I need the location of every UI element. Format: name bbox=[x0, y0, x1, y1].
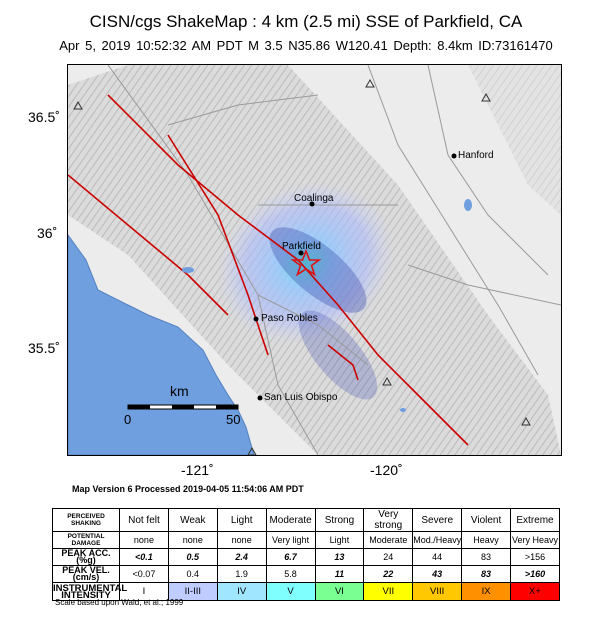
map-graphic bbox=[68, 65, 561, 455]
shaking-cell: Weak bbox=[167, 508, 218, 532]
shaking-cell: Not felt bbox=[119, 508, 169, 532]
legend-row-shaking: PERCEIVED SHAKING Not felt Weak Light Mo… bbox=[52, 508, 560, 532]
vel-cell: >160 bbox=[510, 565, 560, 583]
epicenter-star-icon bbox=[290, 248, 322, 277]
legend-row-intensity: INSTRUMENTAL INTENSITY I II-III IV V VI … bbox=[52, 582, 560, 601]
city-dot-parkfield bbox=[298, 250, 304, 256]
lat-label-36: 36˚ bbox=[37, 225, 58, 241]
acc-cell: 83 bbox=[461, 548, 511, 566]
city-label-paso-robles: Paso Robles bbox=[261, 313, 318, 324]
lakes bbox=[182, 199, 472, 412]
damage-cell: Heavy bbox=[461, 531, 511, 549]
city-dot-hanford bbox=[451, 153, 457, 159]
acc-cell: 2.4 bbox=[216, 548, 267, 566]
intensity-cell: X+ bbox=[510, 582, 560, 601]
damage-cell: Moderate bbox=[363, 531, 414, 549]
lat-label-35-5: 35.5˚ bbox=[28, 340, 60, 356]
acc-cell: <0.1 bbox=[119, 548, 169, 566]
processed-note: Map Version 6 Processed 2019-04-05 11:54… bbox=[72, 484, 304, 494]
legend-row-damage: POTENTIAL DAMAGE none none none Very lig… bbox=[52, 531, 560, 549]
shaking-cell: Light bbox=[216, 508, 267, 532]
ocean bbox=[68, 234, 255, 455]
city-markers bbox=[253, 153, 457, 401]
scale-start-label: 0 bbox=[124, 412, 132, 427]
intensity-cell: VII bbox=[363, 582, 414, 601]
acc-cell: 13 bbox=[314, 548, 365, 566]
city-label-parkfield: Parkfield bbox=[282, 241, 321, 252]
scale-unit-label: km bbox=[170, 383, 189, 399]
legend-row-vel: PEAK VEL.(cm/s) <0.07 0.4 1.9 5.8 11 22 … bbox=[52, 565, 560, 583]
vel-cell: 22 bbox=[363, 565, 414, 583]
scale-note: Scale based upon Wald, et al.; 1999 bbox=[55, 598, 184, 607]
city-label-san-luis-obispo: San Luis Obispo bbox=[264, 392, 338, 403]
map-title: CISN/cgs ShakeMap : 4 km (2.5 mi) SSE of… bbox=[89, 12, 523, 31]
shakemap-map: Hanford Coalinga Parkfield Paso Robles S… bbox=[67, 64, 562, 456]
damage-cell: Very Heavy bbox=[510, 531, 560, 549]
intensity-legend: PERCEIVED SHAKING Not felt Weak Light Mo… bbox=[52, 508, 560, 601]
shaking-cell: Violent bbox=[461, 508, 511, 532]
legend-header-vel: PEAK VEL.(cm/s) bbox=[52, 565, 120, 583]
lat-label-36-5: 36.5˚ bbox=[28, 109, 60, 125]
acc-cell: 44 bbox=[412, 548, 463, 566]
roads bbox=[107, 65, 561, 455]
intensity-cell: VIII bbox=[412, 582, 463, 601]
legend-header-damage: POTENTIAL DAMAGE bbox=[52, 531, 120, 549]
station-markers bbox=[73, 78, 531, 455]
legend-header-intensity: INSTRUMENTAL INTENSITY bbox=[52, 582, 128, 601]
legend-row-acc: PEAK ACC.(%g) <0.1 0.5 2.4 6.7 13 24 44 … bbox=[52, 548, 560, 566]
scale-bar bbox=[127, 404, 239, 410]
scale-end-label: 50 bbox=[226, 412, 241, 427]
intensity-cell: IX bbox=[461, 582, 511, 601]
legend-header-acc: PEAK ACC.(%g) bbox=[52, 548, 120, 566]
intensity-cell: II-III bbox=[167, 582, 218, 601]
vel-cell: 83 bbox=[461, 565, 511, 583]
acc-cell: >156 bbox=[510, 548, 560, 566]
shaking-cell: Severe bbox=[412, 508, 463, 532]
fault-lines bbox=[68, 94, 469, 446]
vel-cell: 0.4 bbox=[167, 565, 218, 583]
acc-cell: 24 bbox=[363, 548, 414, 566]
terrain-foothills bbox=[468, 65, 561, 215]
intensity-shading bbox=[217, 181, 395, 345]
intensity-ridges bbox=[269, 227, 367, 313]
intensity-cell: VI bbox=[314, 582, 365, 601]
damage-cell: Light bbox=[314, 531, 365, 549]
legend-header-shaking: PERCEIVED SHAKING bbox=[52, 508, 120, 532]
vel-cell: 43 bbox=[412, 565, 463, 583]
city-label-hanford: Hanford bbox=[458, 150, 494, 161]
lon-label-120: -120˚ bbox=[370, 462, 403, 478]
damage-cell: none bbox=[119, 531, 169, 549]
city-dot-san-luis-obispo bbox=[257, 395, 263, 401]
vel-cell: 5.8 bbox=[265, 565, 316, 583]
damage-cell: none bbox=[216, 531, 267, 549]
shaking-cell: Very strong bbox=[363, 508, 414, 532]
shaking-cell: Strong bbox=[314, 508, 365, 532]
intensity-cell: IV bbox=[216, 582, 267, 601]
city-dot-paso-robles bbox=[253, 316, 259, 322]
damage-cell: Very light bbox=[265, 531, 316, 549]
intensity-cell: V bbox=[265, 582, 316, 601]
city-label-coalinga: Coalinga bbox=[294, 193, 334, 204]
vel-cell: 1.9 bbox=[216, 565, 267, 583]
damage-cell: Mod./Heavy bbox=[412, 531, 463, 549]
event-details: Apr 5, 2019 10:52:32 AM PDT M 3.5 N35.86… bbox=[59, 38, 553, 53]
city-dot-coalinga bbox=[309, 201, 315, 207]
damage-cell: none bbox=[167, 531, 218, 549]
shaking-cell: Extreme bbox=[510, 508, 560, 532]
acc-cell: 6.7 bbox=[265, 548, 316, 566]
lon-label-121: -121˚ bbox=[181, 462, 214, 478]
vel-cell: 11 bbox=[314, 565, 365, 583]
acc-cell: 0.5 bbox=[167, 548, 218, 566]
shaking-cell: Moderate bbox=[265, 508, 316, 532]
vel-cell: <0.07 bbox=[119, 565, 169, 583]
